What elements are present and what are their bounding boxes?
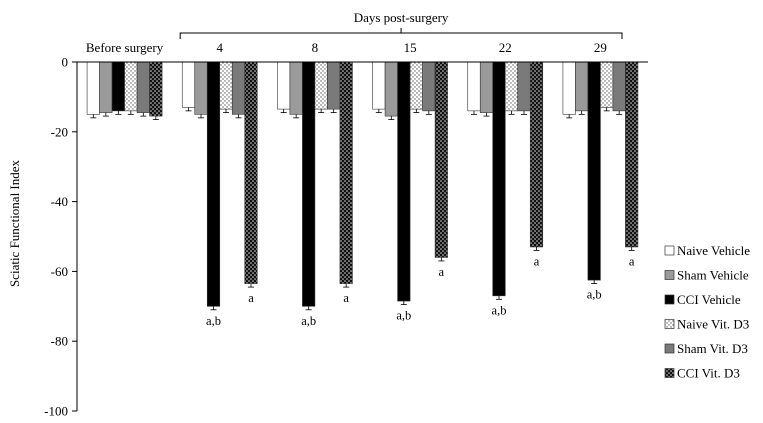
bar-naive-vit-d3-4 (219, 61, 233, 110)
x-category-label-29: 29 (594, 40, 607, 55)
bar-naive-vehicle-29 (562, 61, 576, 115)
bar-naive-vehicle-8 (277, 61, 291, 110)
x-category-label-8: 8 (312, 40, 319, 55)
bar-sham-vehicle-before-surgery (99, 61, 113, 113)
legend-swatch-cci-vehicle (664, 294, 675, 305)
bar-cci-vehicle-29 (587, 61, 601, 281)
bar-naive-vehicle-22 (467, 61, 481, 112)
bar-sham-vit-d3-22 (517, 61, 531, 112)
significance-label: a,b (396, 309, 411, 323)
legend-label-naive-vehicle: Naive Vehicle (677, 243, 750, 258)
bar-cci-vit-d3-before-surgery (149, 61, 163, 117)
bar-naive-vit-d3-before-surgery (124, 61, 138, 112)
bar-sham-vit-d3-4 (231, 61, 246, 115)
x-category-label-15: 15 (404, 40, 417, 55)
bar-sham-vit-d3-8 (327, 61, 341, 110)
bar-naive-vit-d3-15 (409, 61, 423, 110)
bar-cci-vehicle-4 (206, 61, 221, 307)
significance-label: a,b (587, 288, 602, 302)
significance-label: a,b (492, 303, 507, 317)
bar-cci-vehicle-15 (397, 61, 411, 302)
y-tick-label: -80 (51, 334, 68, 349)
bar-naive-vit-d3-8 (314, 61, 328, 110)
bar-cci-vehicle-8 (302, 61, 316, 307)
significance-label: a (439, 265, 445, 279)
bar-cci-vehicle-22 (492, 61, 506, 297)
legend-swatch-sham-vehicle (664, 270, 675, 280)
bar-cci-vit-d3-15 (434, 61, 448, 258)
x-category-label-4: 4 (217, 40, 224, 55)
bar-sham-vit-d3-15 (422, 61, 436, 112)
y-tick-label: 0 (62, 55, 69, 70)
legend-swatch-cci-vit-d3 (664, 368, 675, 378)
bar-cci-vehicle-before-surgery (111, 61, 125, 112)
bracket-label: Days post-surgery (354, 10, 449, 25)
bar-cci-vit-d3-22 (529, 61, 544, 248)
significance-label: a (629, 254, 635, 268)
legend-label-cci-vehicle: CCI Vehicle (677, 292, 741, 307)
significance-label: a,b (301, 314, 316, 328)
bar-naive-vit-d3-22 (504, 61, 519, 112)
bar-naive-vehicle-15 (372, 61, 386, 110)
bar-sham-vehicle-29 (575, 61, 589, 112)
legend-label-sham-vit-d3: Sham Vit. D3 (677, 341, 748, 356)
y-tick-label: -40 (51, 194, 68, 209)
significance-label: a (343, 291, 349, 305)
significance-label: a (534, 254, 540, 268)
bar-cci-vit-d3-8 (339, 61, 353, 284)
bar-sham-vit-d3-29 (612, 61, 626, 112)
x-category-label-22: 22 (499, 40, 512, 55)
legend-label-sham-vehicle: Sham Vehicle (677, 268, 749, 283)
bar-cci-vit-d3-4 (244, 61, 258, 284)
days-bracket (179, 32, 623, 39)
bar-naive-vehicle-before-surgery (86, 61, 100, 115)
y-tick-label: -20 (51, 124, 68, 139)
y-tick-label: -60 (51, 264, 68, 279)
significance-label: a,b (206, 314, 221, 328)
y-tick-label: -100 (44, 404, 68, 419)
significance-label: a (248, 291, 254, 305)
bar-naive-vehicle-4 (181, 61, 196, 108)
bar-sham-vehicle-15 (384, 61, 398, 117)
bar-sham-vehicle-22 (479, 61, 494, 113)
legend-label-cci-vit-d3: CCI Vit. D3 (677, 366, 740, 381)
bar-sham-vit-d3-before-surgery (136, 61, 150, 113)
y-axis-title: Sciatic Functional Index (7, 159, 22, 287)
bar-sham-vehicle-4 (194, 61, 208, 115)
legend-swatch-naive-vit-d3 (664, 319, 675, 329)
x-category-label-before-surgery: Before surgery (86, 40, 164, 55)
legend-swatch-sham-vit-d3 (664, 343, 675, 354)
bar-naive-vit-d3-29 (600, 61, 614, 108)
legend-label-naive-vit-d3: Naive Vit. D3 (677, 317, 749, 332)
bar-sham-vehicle-8 (289, 61, 303, 115)
bar-cci-vit-d3-29 (625, 61, 639, 248)
legend-swatch-naive-vehicle (664, 245, 675, 256)
